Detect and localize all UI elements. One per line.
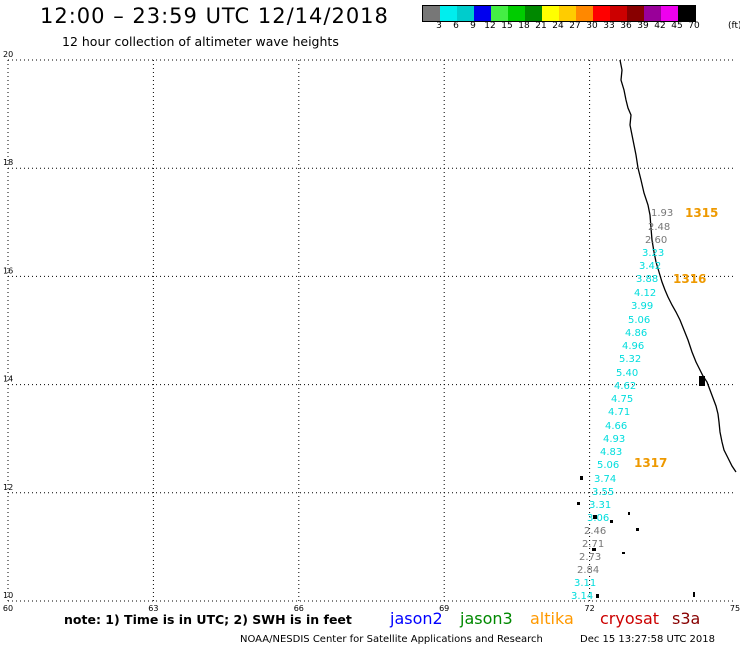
credit-line: NOAA/NESDIS Center for Satellite Applica… <box>240 634 543 645</box>
legend-label: 18 <box>518 21 530 31</box>
map-subtitle: 12 hour collection of altimeter wave hei… <box>62 34 339 49</box>
coastline <box>619 59 737 473</box>
wave-height-value: 2.46 <box>584 526 606 537</box>
legend-label: 45 <box>671 21 683 31</box>
legend-swatch <box>457 6 474 21</box>
satellite-s3a: s3a <box>672 609 701 628</box>
wave-height-value: 4.71 <box>608 407 630 418</box>
wave-height-value: 3.74 <box>594 474 616 485</box>
legend-unit: (ft) <box>728 21 740 31</box>
x-tick-label: 63 <box>148 604 158 613</box>
wave-height-value: 3.99 <box>631 301 653 312</box>
legend-swatch <box>627 6 644 21</box>
legend-label: 27 <box>569 21 581 31</box>
legend-swatch <box>542 6 559 21</box>
wave-height-value: 3.88 <box>636 274 658 285</box>
track-labels: 1315 1316 1317 <box>634 206 718 470</box>
wave-height-value: 1.93 <box>651 208 673 219</box>
y-tick-label: 10 <box>3 591 13 600</box>
legend-swatch <box>593 6 610 21</box>
legend-label: 33 <box>603 21 615 31</box>
track-label: 1316 <box>673 272 706 286</box>
legend-label: 3 <box>436 21 442 31</box>
x-tick-label: 66 <box>294 604 304 613</box>
legend-label: 36 <box>620 21 632 31</box>
track-label: 1317 <box>634 456 667 470</box>
satellite-jason2: jason2 <box>390 609 443 628</box>
legend-swatch <box>559 6 576 21</box>
legend-label: 6 <box>453 21 459 31</box>
satellite-cryosat: cryosat <box>600 609 660 628</box>
legend-swatch <box>491 6 508 21</box>
legend-label: 39 <box>637 21 649 31</box>
wave-height-value: 2.84 <box>577 565 599 576</box>
wave-height-readings: 1.93 2.48 2.60 3.23 3.42 3.88 4.12 3.99 5.06 4.86… <box>571 208 673 602</box>
wave-height-value: 3.23 <box>642 248 664 259</box>
legend-label: 24 <box>552 21 564 31</box>
wave-height-value: 3.11 <box>574 578 596 589</box>
satellite-jason3: jason3 <box>460 609 513 628</box>
wave-height-value: 3.55 <box>592 487 614 498</box>
footnote: note: 1) Time is in UTC; 2) SWH is in fe… <box>64 612 352 627</box>
y-tick-label: 16 <box>3 266 13 275</box>
legend-swatch <box>440 6 457 21</box>
legend-swatch <box>644 6 661 21</box>
y-tick-label: 20 <box>3 50 13 59</box>
wave-height-value: 5.32 <box>619 354 641 365</box>
legend-swatch <box>508 6 525 21</box>
wave-height-value: 3.42 <box>639 261 661 272</box>
wave-height-value: 4.75 <box>611 394 633 405</box>
legend-label: 9 <box>470 21 476 31</box>
x-tick-label: 72 <box>585 604 595 613</box>
wave-height-value: 5.06 <box>597 460 619 471</box>
wave-height-value: 2.73 <box>579 552 601 563</box>
wave-height-value: 2.48 <box>648 222 670 233</box>
wave-height-value: 4.93 <box>603 434 625 445</box>
y-tick-label: 14 <box>3 375 13 384</box>
wave-height-value: 4.96 <box>622 341 644 352</box>
satellite-altika: altika <box>530 609 574 628</box>
legend-swatch <box>525 6 542 21</box>
wave-height-value: 5.40 <box>616 368 638 379</box>
y-tick-label: 12 <box>3 483 13 492</box>
legend-swatch <box>423 6 440 21</box>
legend-swatch <box>661 6 678 21</box>
coastal-islets <box>577 376 705 598</box>
wave-height-value: 4.83 <box>600 447 622 458</box>
wave-height-value: 3.14 <box>571 591 593 602</box>
track-label: 1315 <box>685 206 718 220</box>
x-tick-label: 60 <box>3 604 13 613</box>
legend-label: 30 <box>586 21 598 31</box>
wave-height-value: 3.06 <box>587 513 609 524</box>
timestamp: Dec 15 13:27:58 UTC 2018 <box>580 634 715 645</box>
legend-swatch <box>474 6 491 21</box>
x-tick-label: 69 <box>439 604 449 613</box>
y-tick-label: 18 <box>3 158 13 167</box>
legend-swatch <box>678 6 695 21</box>
wave-height-value: 4.62 <box>614 381 636 392</box>
wave-height-value: 3.31 <box>589 500 611 511</box>
map-title: 12:00 – 23:59 UTC 12/14/2018 <box>40 4 389 28</box>
wave-height-value: 5.06 <box>628 315 650 326</box>
wave-height-value: 4.12 <box>634 288 656 299</box>
legend-label: 70 <box>688 21 700 31</box>
legend-label: 15 <box>501 21 513 31</box>
legend-label: 12 <box>484 21 496 31</box>
axis-ticks: 60 63 66 69 72 75 10 12 14 16 18 20 <box>3 50 740 613</box>
x-tick-label: 75 <box>730 604 740 613</box>
legend-swatch <box>576 6 593 21</box>
wave-height-value: 2.71 <box>582 539 604 550</box>
wave-height-value: 4.86 <box>625 328 647 339</box>
legend-label: 21 <box>535 21 547 31</box>
legend-swatch <box>610 6 627 21</box>
color-legend <box>422 5 696 22</box>
legend-label: 42 <box>654 21 666 31</box>
wave-height-value: 4.66 <box>605 421 627 432</box>
wave-height-value: 2.60 <box>645 235 667 246</box>
